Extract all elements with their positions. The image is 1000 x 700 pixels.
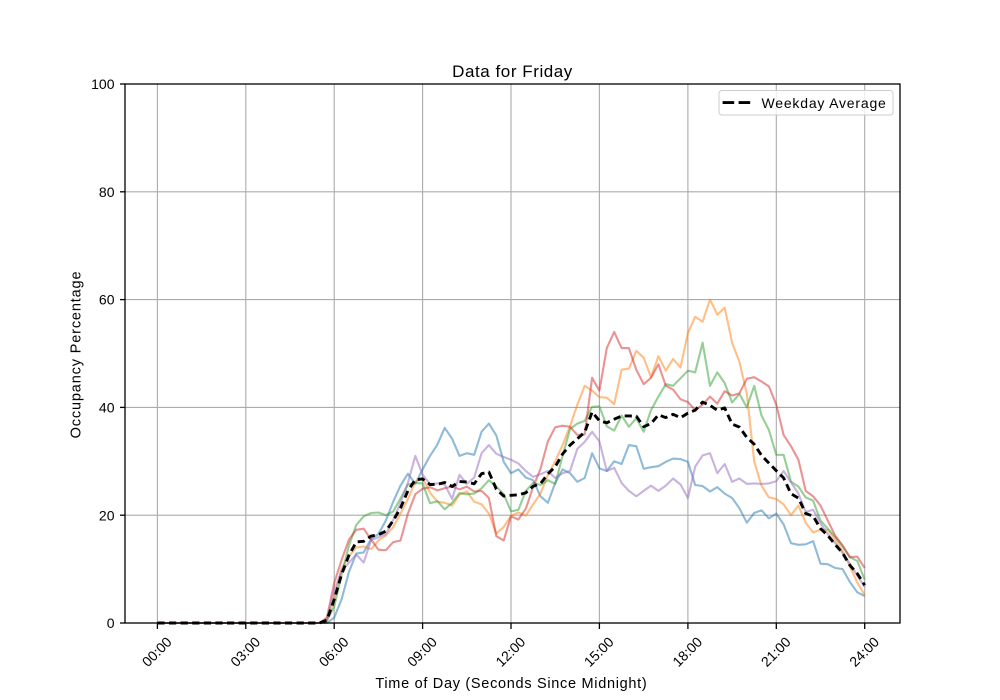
svg-text:Occupancy Percentage: Occupancy Percentage	[69, 271, 85, 439]
svg-text:80: 80	[99, 184, 115, 200]
svg-text:Time of Day (Seconds Since Mid: Time of Day (Seconds Since Midnight)	[375, 676, 647, 692]
svg-text:60: 60	[99, 292, 115, 308]
svg-text:40: 40	[99, 400, 115, 416]
svg-text:20: 20	[99, 507, 115, 523]
svg-text:0: 0	[107, 615, 115, 631]
svg-text:Data for Friday: Data for Friday	[452, 62, 573, 81]
svg-text:100: 100	[91, 76, 115, 92]
svg-text:Weekday Average: Weekday Average	[762, 95, 887, 111]
